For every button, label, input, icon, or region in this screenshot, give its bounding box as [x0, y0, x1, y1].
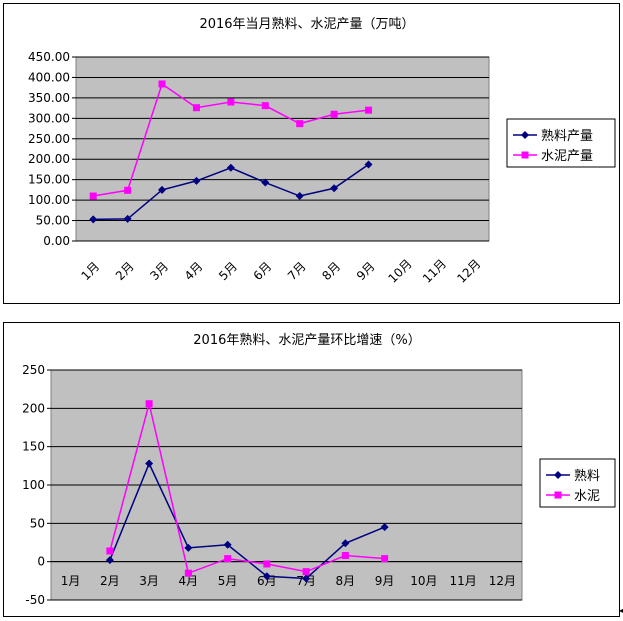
chart1-legend	[506, 118, 616, 168]
chart1-series-1-point	[296, 120, 304, 128]
chart-mom-growth-svg: 2016年熟料、水泥产量环比增速（%） 250 200 150 100 50 0 -50 1月 2…	[22, 332, 616, 607]
chart1-legend-label: 水泥产量	[541, 149, 593, 164]
chart1-series-0-point	[158, 185, 167, 194]
chart2-series-0-point	[341, 539, 350, 548]
chart1-y-tick-label: 100.00	[28, 193, 70, 207]
chart1-x-tick-label: 8月	[319, 259, 343, 283]
chart2-series-0-point	[223, 540, 232, 549]
chart1-series-0-point	[226, 163, 235, 172]
chart2-series-1-point	[224, 555, 232, 563]
chart2-x-tick-label: 5月	[218, 574, 238, 588]
chart2-series-1-point	[184, 569, 192, 577]
chart1-x-tick-label: 1月	[78, 259, 102, 283]
chart1-series-1-point	[365, 106, 373, 114]
chart2-series-1-point	[106, 547, 114, 555]
chart1-series-0-point	[261, 178, 270, 187]
chart2-x-tick-label: 3月	[139, 574, 159, 588]
chart2-x-tick-label: 2月	[100, 574, 120, 588]
chart1-x-tick-label: 6月	[251, 259, 275, 283]
chart2-series-0-point	[262, 572, 271, 581]
chart1-series-0-point	[123, 214, 132, 223]
chart1-x-tick-label: 12月	[454, 257, 483, 286]
chart2-x-tick-label: 8月	[336, 574, 356, 588]
chart1-legend-label: 熟料产量	[541, 128, 593, 144]
chart2-series-1-point	[381, 555, 389, 563]
chart2-y-tick-label: -50	[25, 593, 45, 607]
chart2-series-1-point	[341, 552, 349, 560]
chart1-x-tick-label: 2月	[113, 259, 137, 283]
chart1-y-tick-label: 300.00	[28, 111, 70, 125]
chart2-y-tick-label: 250	[22, 363, 45, 377]
chart2-y-tick-label: 0	[37, 555, 45, 569]
chart1-y-tick-label: 50.00	[36, 214, 70, 228]
chart2-x-tick-label: 1月	[61, 574, 81, 588]
chart-mom-growth: 2016年熟料、水泥产量环比增速（%） 250 200 150 100 50 0 -50 1月 2…	[3, 322, 620, 617]
chart1-series-0-point	[364, 160, 373, 169]
chart2-series-0-point	[184, 543, 193, 552]
chart1-title: 2016年当月熟料、水泥产量（万吨）	[199, 16, 414, 32]
chart2-x-tick-label: 10月	[410, 574, 437, 588]
chart1-series-0-point	[330, 184, 339, 193]
chart1-series-1-point	[261, 102, 269, 110]
chart1-legend-swatch-marker	[521, 131, 529, 139]
chart1-x-tick-label: 7月	[285, 259, 309, 283]
chart2-x-tick-label: 11月	[449, 574, 476, 588]
chart2-y-tick-label: 200	[22, 401, 45, 415]
chart2-x-tick-label: 6月	[257, 574, 277, 588]
chart1-x-tick-label: 10月	[386, 257, 415, 286]
chart2-series-0-point	[145, 459, 154, 468]
chart1-series-1-point	[89, 192, 97, 200]
chart1-x-tick-label: 5月	[216, 259, 240, 283]
chart2-series-1-point	[263, 560, 271, 568]
chart1-y-tick-label: 400.00	[28, 70, 70, 84]
chart1-x-tick-label: 4月	[182, 259, 206, 283]
chart2-x-tick-label: 9月	[375, 574, 395, 588]
chart2-series-0-point	[380, 523, 389, 532]
chart1-y-tick-label: 450.00	[28, 50, 70, 64]
chart1-series-0-point	[295, 192, 304, 201]
chart2-legend-swatch-marker	[554, 471, 562, 479]
chart2-series-1-point	[145, 400, 153, 408]
chart2-y-tick-label: 150	[22, 440, 45, 454]
chart1-plot-area	[75, 56, 490, 242]
chart1-x-tick-label: 3月	[147, 259, 171, 283]
chart2-legend-label: 熟料	[574, 468, 600, 484]
chart1-series-1-point	[158, 80, 166, 88]
chart2-x-tick-label: 12月	[489, 574, 516, 588]
chart2-legend	[539, 458, 616, 508]
chart2-series-1-point	[302, 568, 310, 576]
chart2-y-tick-label: 100	[22, 478, 45, 492]
chart1-y-tick-label: 150.00	[28, 173, 70, 187]
chart2-y-tick-label: 50	[30, 516, 45, 530]
chart1-series-0-point	[89, 215, 98, 224]
chart1-series-0-point	[192, 176, 201, 185]
chart1-series-1-point	[330, 110, 338, 118]
chart2-legend-swatch-marker	[554, 491, 562, 499]
chart1-series-1-point	[227, 98, 235, 106]
chart1-series-1-point	[124, 186, 132, 194]
chart2-series-0-point	[302, 574, 311, 583]
chart-monthly-output-svg: 2016年当月熟料、水泥产量（万吨） 450.00 400.00 350.00 300.…	[28, 16, 616, 286]
chart2-series-0-line	[109, 461, 385, 580]
chart2-legend-label: 水泥	[574, 489, 600, 504]
chart1-series-1-point	[192, 104, 200, 112]
chart1-x-tick-label: 9月	[354, 259, 378, 283]
chart1-y-tick-label: 0.00	[43, 234, 70, 248]
chart1-x-tick-label: 11月	[420, 257, 449, 286]
chart1-legend-swatch-marker	[521, 151, 529, 159]
corner-mark: ◂	[618, 606, 623, 615]
chart1-y-tick-label: 250.00	[28, 132, 70, 146]
chart2-series-0-point	[105, 556, 114, 565]
chart1-y-tick-label: 200.00	[28, 152, 70, 166]
chart-monthly-output: 2016年当月熟料、水泥产量（万吨） 450.00 400.00 350.00 300.…	[3, 3, 620, 304]
chart2-title: 2016年熟料、水泥产量环比增速（%）	[193, 332, 420, 348]
chart2-x-tick-label: 4月	[179, 574, 199, 588]
chart2-series-1-line	[109, 403, 385, 575]
chart1-y-tick-label: 350.00	[28, 91, 70, 105]
